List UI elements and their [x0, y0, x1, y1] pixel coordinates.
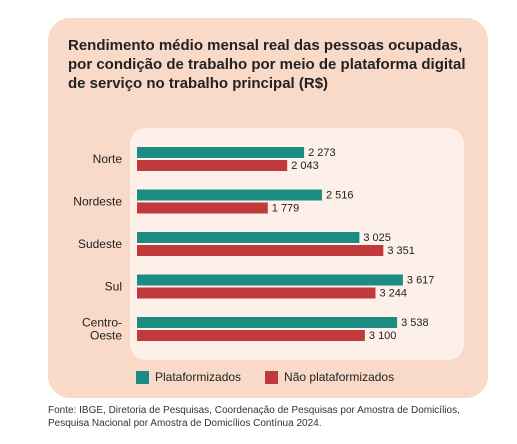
chart-title: Rendimento médio mensal real das pessoas… — [68, 37, 466, 92]
legend: Plataformizados Não plataformizados — [136, 370, 418, 384]
source-note: Fonte: IBGE, Diretoria de Pesquisas, Coo… — [48, 405, 460, 429]
legend-swatch-nao-plataformizados — [265, 370, 279, 384]
legend-label-nao-plataformizados: Não plataformizados — [284, 370, 395, 384]
legend-item-nao-plataformizados: Não plataformizados — [265, 370, 394, 384]
legend-swatch-plataformizados — [136, 370, 149, 384]
legend-label-plataformizados: Plataformizados — [155, 370, 242, 384]
legend-item-plataformizados: Plataformizados — [136, 370, 241, 384]
plot-panel — [130, 128, 464, 360]
